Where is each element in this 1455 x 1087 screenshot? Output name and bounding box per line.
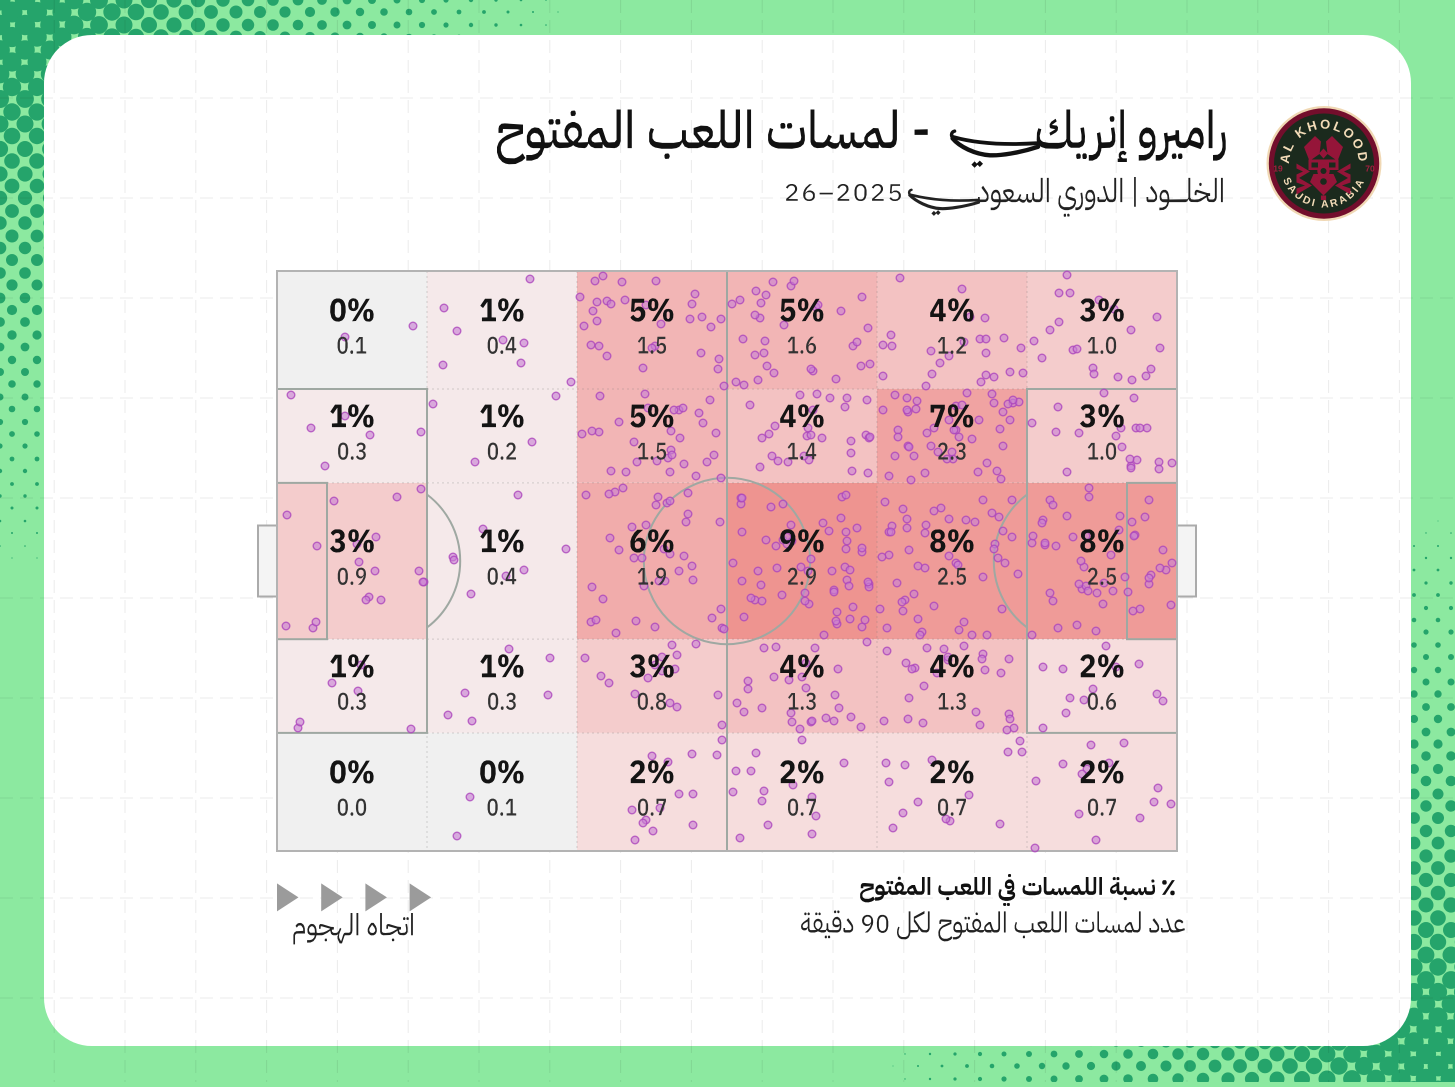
svg-text:70: 70 bbox=[1365, 164, 1375, 174]
svg-text:19: 19 bbox=[1273, 164, 1283, 174]
